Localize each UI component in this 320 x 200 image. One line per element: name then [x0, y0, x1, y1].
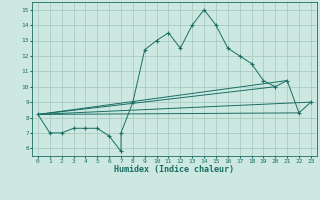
- X-axis label: Humidex (Indice chaleur): Humidex (Indice chaleur): [115, 165, 234, 174]
